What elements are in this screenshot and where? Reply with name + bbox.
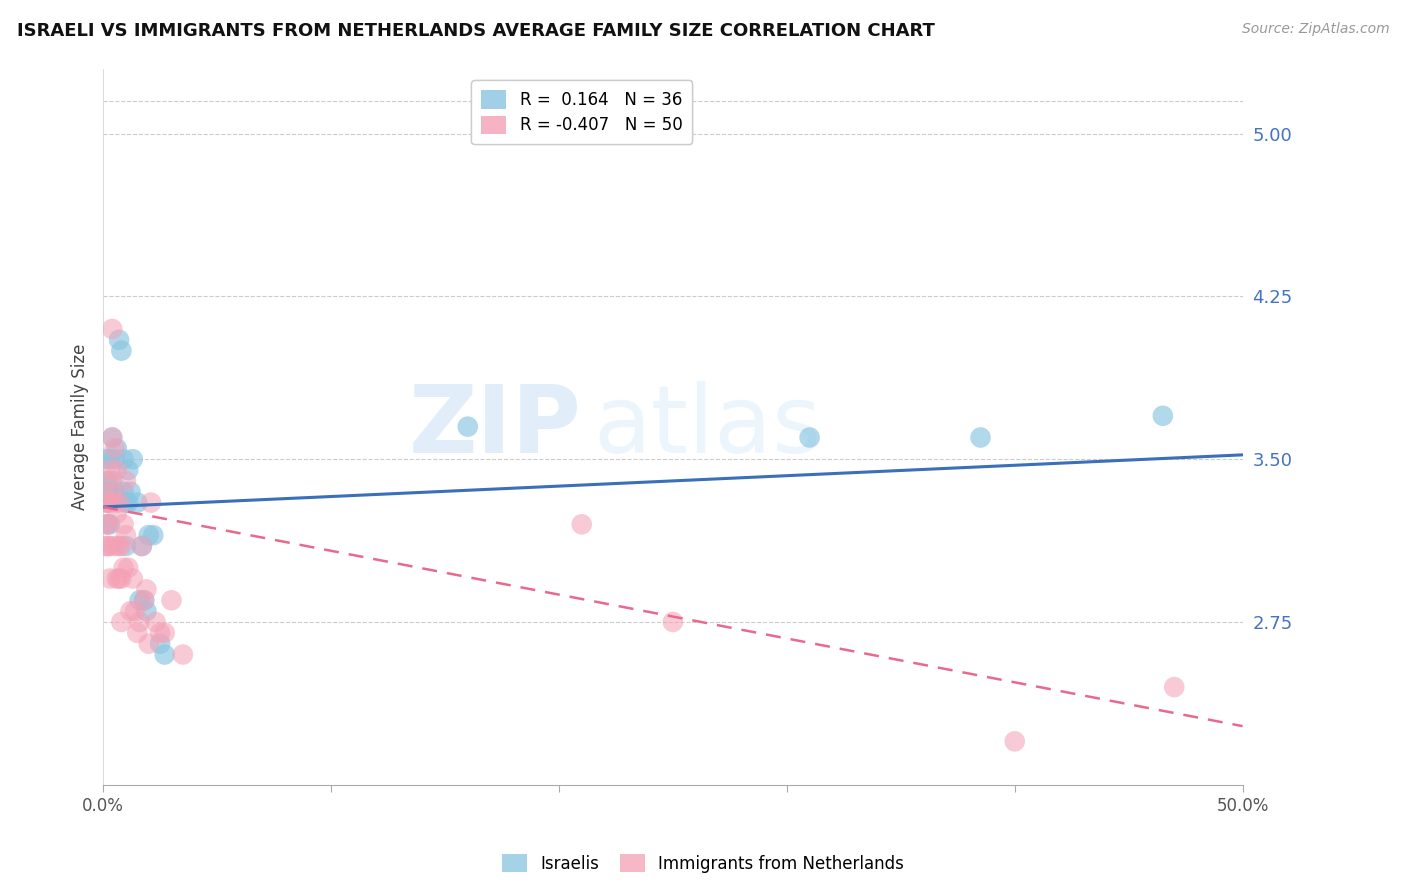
Point (799, 430, 821, 444)
Legend: Israelis, Immigrants from Netherlands: Israelis, Immigrants from Netherlands (496, 847, 910, 880)
Point (139, 495, 162, 509)
Point (98, 572, 121, 586)
Text: Source: ZipAtlas.com: Source: ZipAtlas.com (1241, 22, 1389, 37)
Point (98, 463, 121, 477)
Point (98, 452, 121, 467)
Point (98, 517, 121, 532)
Point (160, 593, 183, 607)
Point (127, 625, 149, 640)
Point (112, 517, 135, 532)
Point (101, 430, 124, 444)
Point (94, 539, 117, 553)
Point (117, 560, 139, 574)
Point (94, 495, 117, 509)
Point (121, 452, 143, 467)
Point (101, 474, 124, 488)
Point (457, 419, 479, 434)
Point (97, 495, 120, 509)
Point (172, 648, 194, 662)
Point (101, 430, 124, 444)
Point (98, 539, 121, 553)
Point (105, 442, 128, 456)
Point (115, 539, 138, 553)
Point (110, 572, 132, 586)
Point (94, 517, 117, 532)
Point (124, 604, 146, 618)
Y-axis label: Average Family Size: Average Family Size (72, 343, 89, 510)
Point (97, 539, 120, 553)
Point (97, 517, 120, 532)
Point (97, 517, 120, 532)
Point (1004, 734, 1026, 748)
Point (103, 452, 125, 467)
Point (112, 560, 135, 574)
Point (94, 452, 117, 467)
Point (101, 322, 124, 336)
Point (145, 615, 167, 629)
Point (110, 539, 132, 553)
Point (94, 474, 117, 488)
Point (101, 484, 124, 499)
Point (138, 528, 160, 542)
Point (571, 517, 593, 532)
Point (153, 648, 176, 662)
Point (105, 463, 128, 477)
Point (110, 343, 132, 358)
Text: atlas: atlas (593, 381, 821, 473)
Point (131, 539, 153, 553)
Point (135, 582, 157, 597)
Point (115, 495, 138, 509)
Point (128, 615, 150, 629)
Point (121, 572, 143, 586)
Point (112, 484, 135, 499)
Point (97, 484, 120, 499)
Point (127, 495, 149, 509)
Point (149, 637, 172, 651)
Point (98, 484, 121, 499)
Point (134, 593, 156, 607)
Legend: R =  0.164   N = 36, R = -0.407   N = 50: R = 0.164 N = 36, R = -0.407 N = 50 (471, 80, 692, 145)
Point (149, 625, 172, 640)
Point (120, 484, 142, 499)
Point (1152, 409, 1174, 423)
Point (110, 615, 132, 629)
Point (103, 484, 125, 499)
Text: ISRAELI VS IMMIGRANTS FROM NETHERLANDS AVERAGE FAMILY SIZE CORRELATION CHART: ISRAELI VS IMMIGRANTS FROM NETHERLANDS A… (17, 22, 935, 40)
Point (97, 495, 120, 509)
Point (153, 625, 176, 640)
Text: ZIP: ZIP (409, 381, 582, 473)
Point (128, 593, 150, 607)
Point (105, 572, 128, 586)
Point (134, 593, 156, 607)
Point (117, 495, 139, 509)
Point (108, 572, 131, 586)
Point (142, 528, 165, 542)
Point (969, 430, 991, 444)
Point (103, 539, 125, 553)
Point (98, 495, 121, 509)
Point (138, 637, 160, 651)
Point (662, 615, 685, 629)
Point (117, 463, 139, 477)
Point (97, 474, 120, 488)
Point (108, 333, 131, 347)
Point (108, 539, 131, 553)
Point (120, 604, 142, 618)
Point (135, 604, 157, 618)
Point (103, 442, 125, 456)
Point (115, 474, 138, 488)
Point (1163, 680, 1185, 694)
Point (103, 495, 125, 509)
Point (131, 539, 153, 553)
Point (115, 528, 138, 542)
Point (112, 452, 135, 467)
Point (108, 495, 131, 509)
Point (105, 507, 128, 521)
